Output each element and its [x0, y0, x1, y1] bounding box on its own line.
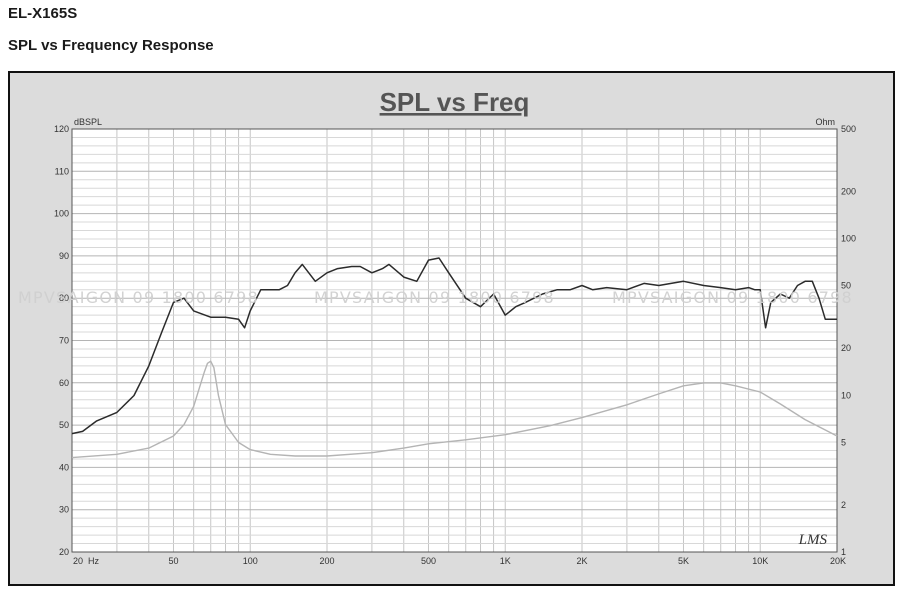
chart-subtitle: SPL vs Frequency Response [8, 37, 214, 54]
y2-tick-label: 100 [841, 234, 856, 244]
x-tick-label: 50 [168, 556, 178, 566]
x-tick-label: 1K [500, 556, 511, 566]
lms-logo: LMS [798, 532, 828, 548]
y-tick-label: 60 [59, 378, 69, 388]
y2-tick-label: 2 [841, 500, 846, 510]
y-tick-label: 110 [55, 166, 69, 176]
watermark-text: MPVSAIGON 09 1800 6798 [314, 288, 555, 307]
impedance-curve [71, 360, 838, 459]
y-tick-label: 70 [59, 336, 69, 346]
x-tick-label: 200 [319, 556, 334, 566]
chart-title: SPL vs Freq [380, 87, 530, 117]
chart-frame: SPL vs Freq dBSPL Ohm 20 30 40 50 60 70 80 90 100 11… [8, 71, 895, 586]
y-tick-label: 20 [59, 547, 69, 557]
spl-curve [71, 257, 837, 435]
y2-tick-label: 200 [841, 186, 856, 196]
y-axis-unit-right: Ohm [815, 117, 835, 127]
y-tick-label: 100 [54, 209, 69, 219]
y-tick-label: 120 [54, 124, 69, 134]
y-tick-label: 40 [59, 462, 69, 472]
y2-tick-label: 1 [841, 547, 846, 557]
y-tick-label: 80 [59, 293, 69, 303]
x-tick-label: 500 [421, 556, 436, 566]
y-tick-label: 90 [59, 251, 69, 261]
y-axis-unit-left: dBSPL [74, 117, 102, 127]
x-axis-unit: Hz [88, 556, 99, 566]
plot-border [71, 128, 838, 553]
y2-tick-label: 50 [841, 281, 851, 291]
y2-tick-label: 20 [841, 343, 851, 353]
y-tick-label: 50 [59, 420, 69, 430]
watermark-text: MPVSAIGON 09 1800 6798 [18, 288, 259, 307]
x-tick-label: 100 [243, 556, 258, 566]
x-tick-label: 10K [752, 556, 768, 566]
x-tick-label: 20K [830, 556, 846, 566]
grid-lines [71, 128, 838, 553]
watermark-text: MPVSAIGON 09 1800 6798 [612, 288, 853, 307]
x-tick-label: 5K [678, 556, 689, 566]
y2-tick-label: 5 [841, 437, 846, 447]
y-tick-label: 30 [59, 505, 69, 515]
y2-tick-label: 10 [841, 390, 851, 400]
model-name: EL-X165S [8, 5, 78, 22]
x-tick-label: 20 [73, 556, 83, 566]
y2-tick-label: 500 [841, 124, 856, 134]
x-tick-label: 2K [576, 556, 587, 566]
